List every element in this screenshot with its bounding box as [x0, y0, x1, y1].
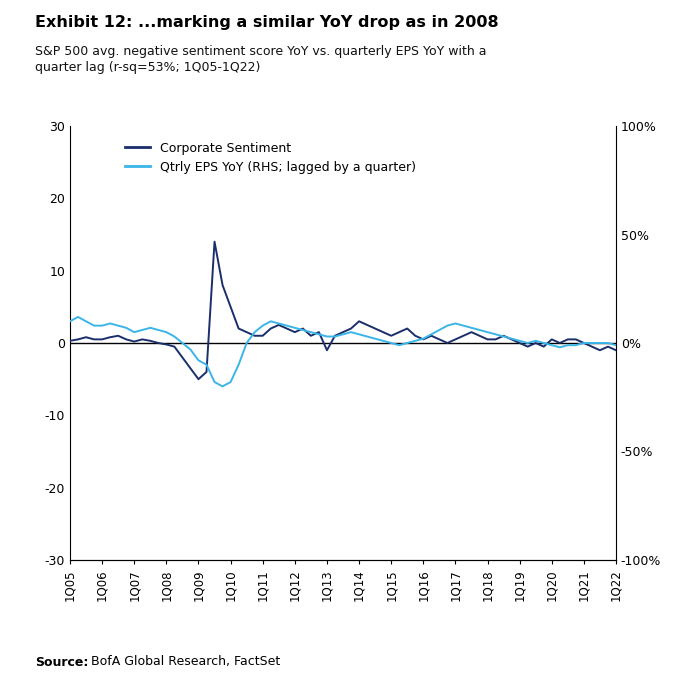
Text: Source:: Source:: [35, 655, 88, 668]
Text: S&P 500 avg. negative sentiment score YoY vs. quarterly EPS YoY with a
quarter l: S&P 500 avg. negative sentiment score Yo…: [35, 46, 486, 74]
Text: BofA Global Research, FactSet: BofA Global Research, FactSet: [83, 655, 280, 668]
Text: Exhibit 12: ...marking a similar YoY drop as in 2008: Exhibit 12: ...marking a similar YoY dro…: [35, 15, 498, 30]
Legend: Corporate Sentiment, Qtrly EPS YoY (RHS; lagged by a quarter): Corporate Sentiment, Qtrly EPS YoY (RHS;…: [120, 136, 421, 178]
